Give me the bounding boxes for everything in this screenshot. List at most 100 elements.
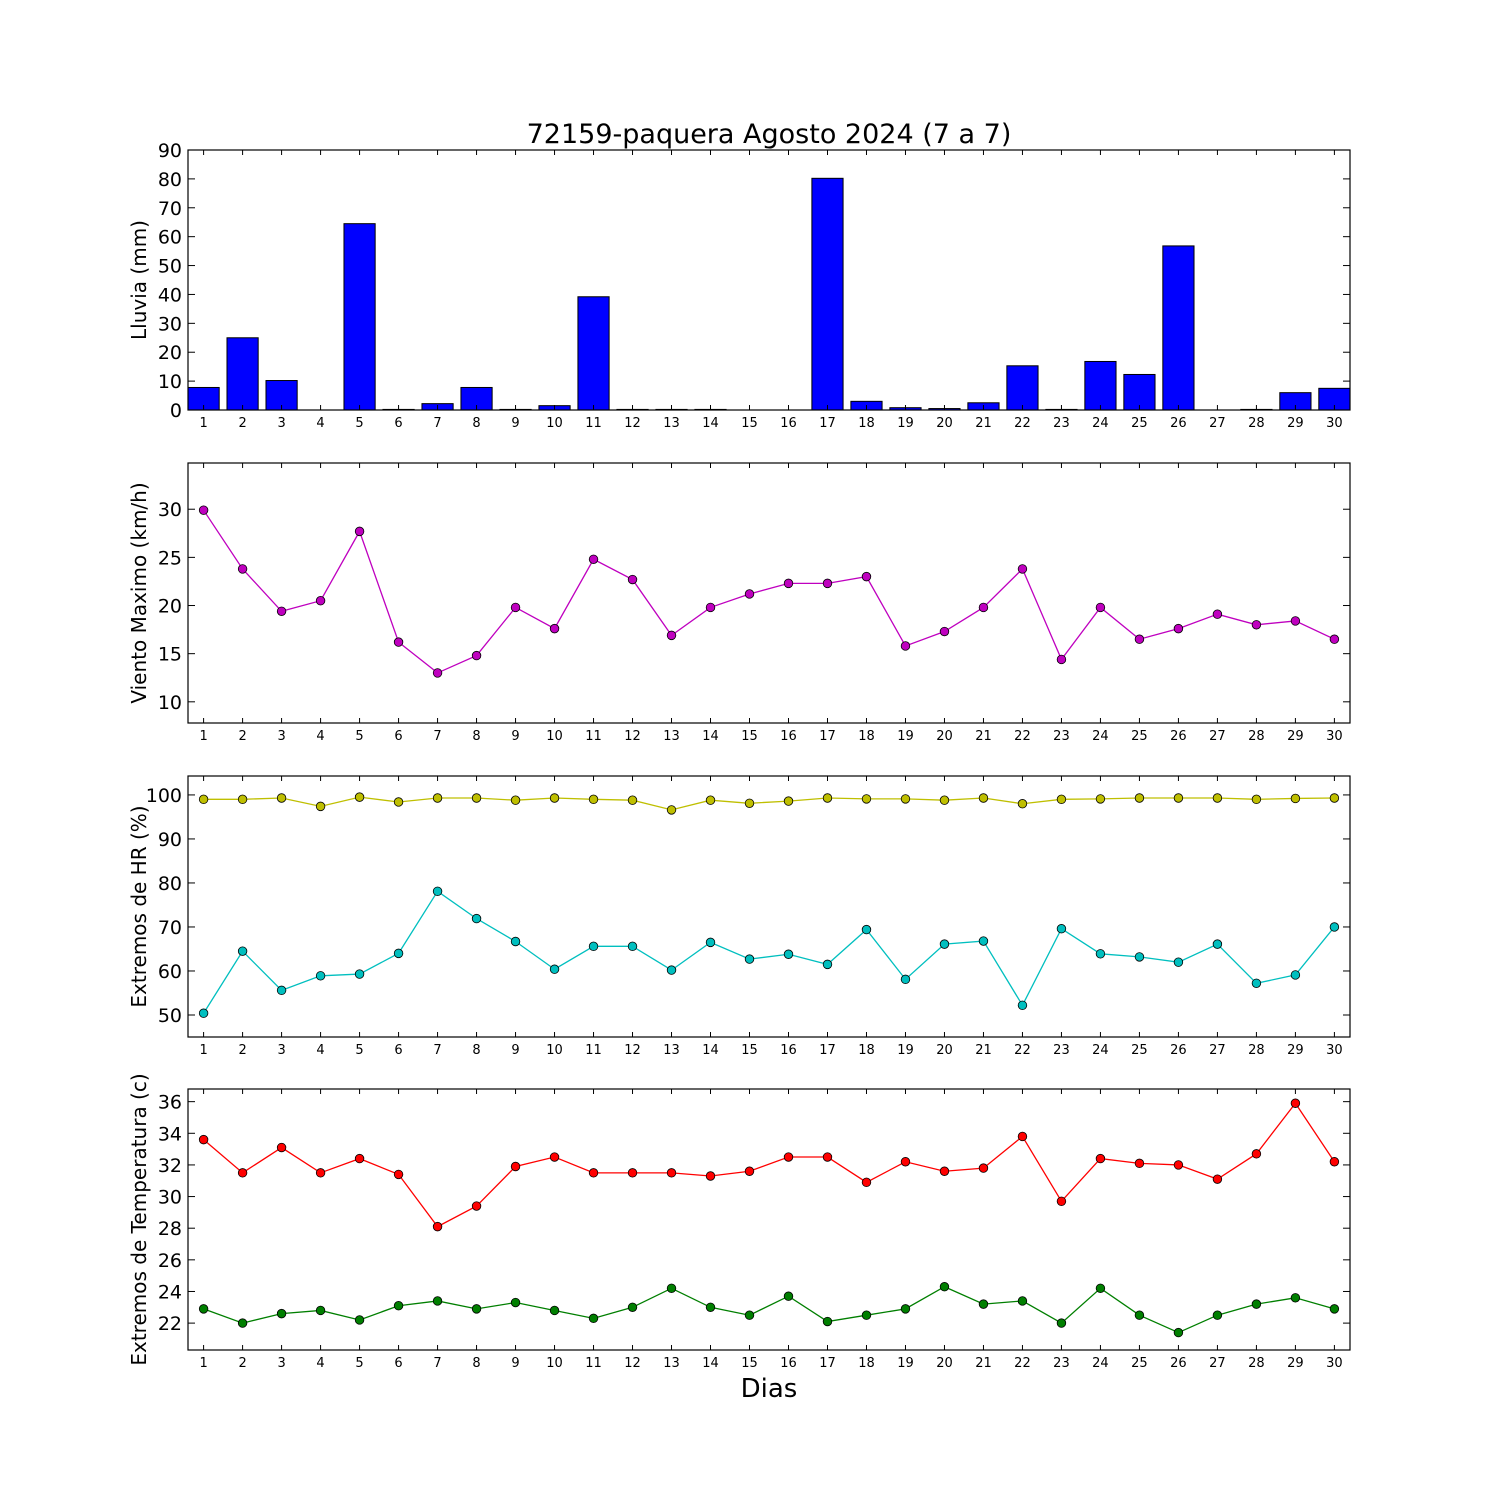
humidity-ytick-label: 100: [146, 785, 182, 807]
rain-bar: [577, 296, 610, 411]
temperature-ytick-label: 32: [158, 1155, 182, 1177]
temperature-data-point: [1329, 1157, 1340, 1167]
temperature-data-point: [1251, 1149, 1262, 1159]
rain-panel: 1 2 3 4 5 6 7 8 9 10 11 12 13 14 15 16 17 18 19 20 21 22 23 24 2…: [127, 140, 1351, 431]
temperature-data-point: [900, 1304, 911, 1314]
rain-ytick-label: 20: [158, 342, 182, 364]
temperature-data-point: [1017, 1296, 1028, 1306]
humidity-data-point: [393, 948, 404, 959]
temperature-data-point: [1056, 1196, 1067, 1207]
wind-data-point: [1056, 654, 1067, 665]
rain-xtick-label: 18: [858, 416, 875, 431]
humidity-data-point: [276, 985, 287, 996]
temperature-xtick-label: 1: [199, 1356, 207, 1371]
temperature-data-point: [198, 1134, 209, 1145]
wind-plot-frame: [187, 462, 1351, 724]
rain-xtick-label: 26: [1170, 416, 1187, 431]
rain-xtick-label: 4: [316, 416, 324, 431]
humidity-xtick-label: 8: [472, 1043, 480, 1058]
temperature-data-point: [705, 1302, 716, 1312]
wind-y-axis-label: Viento Maximo (km/h): [127, 482, 151, 703]
wind-data-point: [822, 578, 833, 589]
temperature-data-point: [510, 1161, 521, 1172]
wind-xtick-label: 26: [1170, 729, 1187, 744]
temperature-data-point: [627, 1302, 638, 1312]
humidity-data-point: [1212, 793, 1223, 803]
humidity-plot-frame: [187, 775, 1351, 1038]
temperature-xtick-label: 7: [433, 1356, 441, 1371]
rain-xtick-label: 10: [546, 416, 563, 431]
wind-data-point: [198, 505, 209, 515]
humidity-data-point: [705, 937, 716, 948]
rain-xtick-label: 20: [936, 416, 953, 431]
humidity-data-point: [783, 949, 794, 959]
x-axis-label: Dias: [741, 1374, 798, 1404]
temperature-data-point: [783, 1291, 794, 1301]
rain-bar: [1084, 360, 1117, 411]
temperature-data-point: [666, 1168, 677, 1178]
wind-ytick-label: 20: [158, 596, 182, 618]
rain-y-axis-label: Lluvia (mm): [127, 220, 151, 340]
temperature-xtick-label: 12: [624, 1356, 641, 1371]
temperature-data-point: [1017, 1131, 1028, 1142]
wind-xtick-label: 22: [1014, 729, 1031, 744]
temperature-series-line-1: [203, 1102, 1335, 1228]
temperature-data-point: [822, 1316, 833, 1327]
humidity-xtick-label: 10: [546, 1043, 563, 1058]
humidity-xtick-label: 3: [277, 1043, 285, 1058]
wind-data-point: [1134, 634, 1145, 644]
wind-xtick-label: 29: [1287, 729, 1304, 744]
temperature-ytick-label: 36: [158, 1092, 182, 1114]
wind-ytick-label: 15: [158, 644, 182, 666]
temperature-data-point: [744, 1310, 755, 1320]
wind-data-point: [237, 564, 248, 574]
temperature-xtick-label: 17: [819, 1356, 836, 1371]
wind-xtick-label: 5: [355, 729, 363, 744]
temperature-xtick-label: 20: [936, 1356, 953, 1371]
rain-xtick-label: 23: [1053, 416, 1070, 431]
humidity-data-point: [432, 886, 443, 897]
humidity-data-point: [744, 954, 755, 964]
wind-data-point: [744, 589, 755, 599]
humidity-data-point: [978, 793, 989, 803]
humidity-data-point: [1056, 924, 1067, 934]
temperature-data-point: [1056, 1318, 1067, 1328]
humidity-data-point: [393, 797, 404, 807]
temperature-data-point: [939, 1282, 950, 1292]
temperature-data-point: [1329, 1304, 1340, 1314]
temperature-data-point: [1290, 1098, 1301, 1108]
humidity-data-point: [1134, 793, 1145, 803]
temperature-data-point: [1095, 1153, 1106, 1164]
wind-data-point: [471, 650, 482, 661]
temperature-data-point: [276, 1142, 287, 1153]
rain-xtick-label: 7: [433, 416, 441, 431]
wind-xtick-label: 7: [433, 729, 441, 744]
humidity-data-point: [1134, 952, 1145, 962]
rain-bar: [1123, 373, 1156, 411]
humidity-ytick-label: 60: [158, 961, 182, 983]
humidity-xtick-label: 7: [433, 1043, 441, 1058]
wind-xtick-label: 12: [624, 729, 641, 744]
humidity-data-point: [549, 793, 560, 803]
temperature-data-point: [237, 1318, 248, 1328]
wind-data-point: [315, 596, 326, 606]
rain-xtick-label: 13: [663, 416, 680, 431]
wind-xtick-label: 10: [546, 729, 563, 744]
temperature-data-point: [588, 1313, 599, 1324]
wind-ytick-label: 25: [158, 547, 182, 569]
humidity-series-line-2: [203, 890, 1335, 1014]
rain-xtick-label: 29: [1287, 416, 1304, 431]
temperature-ytick-label: 30: [158, 1187, 182, 1209]
wind-data-point: [354, 526, 365, 537]
temperature-data-point: [822, 1152, 833, 1162]
temperature-xtick-label: 23: [1053, 1356, 1070, 1371]
humidity-data-point: [1095, 794, 1106, 804]
humidity-data-point: [510, 795, 521, 805]
humidity-data-point: [978, 936, 989, 946]
humidity-xtick-label: 22: [1014, 1043, 1031, 1058]
humidity-data-point: [822, 959, 833, 970]
temperature-data-point: [471, 1304, 482, 1314]
humidity-data-point: [471, 793, 482, 803]
rain-xtick-label: 15: [741, 416, 758, 431]
temperature-ytick-label: 28: [158, 1218, 182, 1240]
